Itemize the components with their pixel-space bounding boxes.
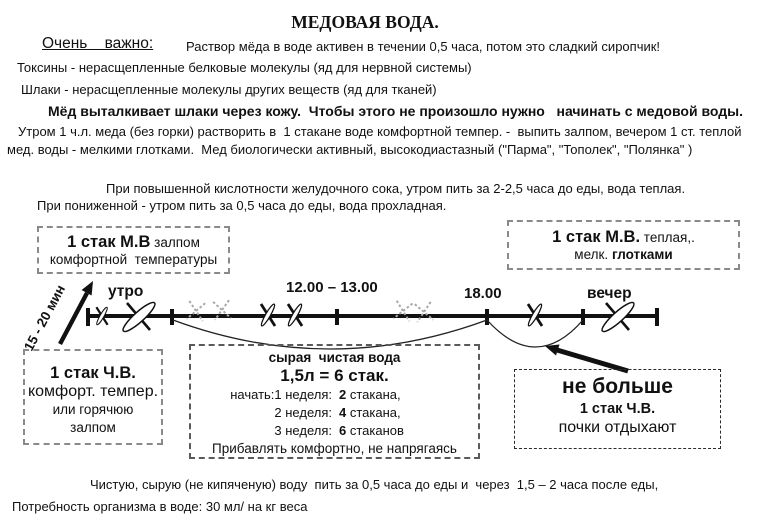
amount-text: 1 стак М.В. [552,228,641,246]
week-label: 3 неделя: [274,423,332,438]
footer-line1: Чистую, сырую (не кипяченую) воду пить з… [90,477,659,492]
week-glasses-count: 6 [339,423,347,438]
week-glasses-count: 2 [339,387,347,402]
week-row: 2 неделя: 4 стакана, [191,404,478,422]
box-evening-honey-water: 1 стак М.В. теплая,. мелк. глотками [507,220,740,270]
solution-note: Раствор мёда в воде активен в течении 0,… [186,39,661,54]
drink-x-mark-large-icon [122,301,156,333]
slags-line: Шлаки - нерасщепленные молекулы других в… [21,82,437,97]
timeline-ticks [86,308,659,326]
box-evening-clean-water: не больше 1 стак Ч.В. почки отдыхают [514,369,721,449]
detail-text: комфортной температуры [49,252,218,267]
usage-instruction-line1: Утром 1 ч.л. меда (без горки) растворить… [18,124,742,139]
label-evening: вечер [587,285,632,302]
week-row: начать:1 неделя: 2 стакана, [191,386,478,404]
label-midday: 12.00 – 13.00 [286,279,378,296]
drink-x-mark-icon [259,303,277,327]
week-glasses-text: стакана, [346,387,401,402]
amount-text: 1 стак М.В [67,233,151,251]
faded-x-mark-icon [212,299,232,321]
manner-text: теплая,. [640,230,695,245]
interval-arc [486,319,584,348]
high-acidity-line: При повышенной кислотности желудочного с… [106,181,686,196]
week-row: 3 неделя: 6 стаканов [191,422,478,440]
detail-bold-text: глотками [611,247,673,262]
box-morning-honey-water: 1 стак М.В залпом комфортной температуры [37,226,230,274]
duration-arrow-icon [58,281,93,346]
footer-line2: Потребность организма в воде: 30 мл/ на … [12,499,308,514]
detail-text: мелк. [574,247,612,262]
amount-text: 1 стак Ч.В. [579,401,656,417]
limit-text: не больше [562,375,673,398]
label-morning: утро [108,283,144,300]
very-important-label: Очень важно: [42,35,154,52]
detail-text: залпом [70,420,116,435]
detail-text: или горячюю [52,402,134,417]
faded-x-mark-icon [186,300,206,322]
low-acidity-line: При пониженной - утром пить за 0,5 часа … [37,198,447,213]
week-glasses-text: стаканов [346,423,404,438]
honey-warning-line: Мёд выталкивает шлаки через кожу. Чтобы … [48,103,743,119]
box-clean-water-schedule: сырая чистая вода 1,5л = 6 стак. начать:… [189,344,480,459]
drink-x-mark-large-icon [601,301,635,333]
amount-text: 1 стак Ч.В. [50,364,136,382]
interval-arc [172,319,488,350]
page-title: МЕДОВАЯ ВОДА. [291,12,439,32]
schedule-heading: сырая чистая вода [268,350,401,365]
label-18-00: 18.00 [464,285,502,302]
detail-text: комфорт. темпер. [27,383,159,400]
drink-x-mark-icon [286,303,304,327]
week-glasses-text: стакана, [346,405,401,420]
drink-x-mark-icon [95,306,109,326]
schedule-formula: 1,5л = 6 стак. [280,366,389,385]
week-label: 2 неделя: [274,405,332,420]
week-glasses-count: 4 [339,405,347,420]
schedule-note: Прибавлять комфортно, не напрягаясь [212,441,457,456]
faded-x-mark-icon [392,300,414,322]
manner-text: залпом [150,235,200,250]
toxins-line: Токсины - нерасщепленные белковые молеку… [17,60,472,75]
faded-x-mark-icon [414,301,434,323]
drink-x-mark-icon [526,303,544,327]
week-label: начать:1 неделя: [230,387,332,402]
box-morning-clean-water: 1 стак Ч.В. комфорт. темпер. или горячюю… [23,349,163,445]
reason-text: почки отдыхают [558,419,677,436]
pointer-arrow-icon [545,344,629,374]
usage-instruction-line2: мед. воды - мелкими глотками. Мед биолог… [7,142,693,157]
